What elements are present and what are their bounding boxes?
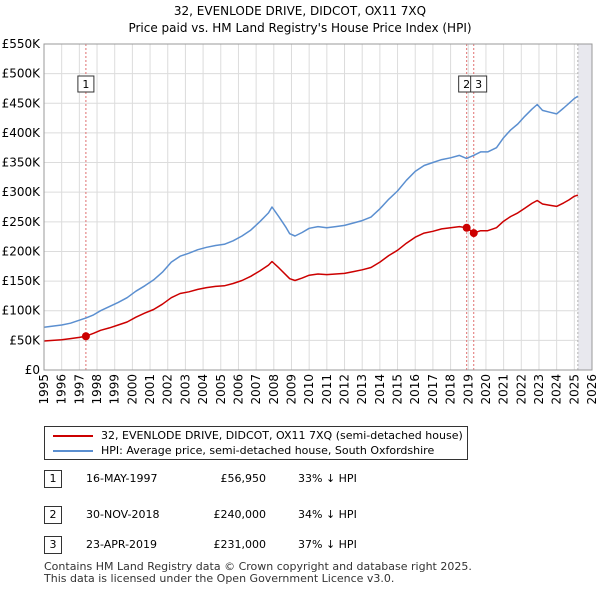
x-tick-label: 2009 (284, 374, 298, 405)
hpi-series-line (43, 95, 579, 329)
sale-price: £240,000 (213, 508, 267, 521)
sale-annotation-box (77, 75, 95, 93)
y-tick-label: £150K (2, 274, 42, 288)
x-tick-label: 2007 (249, 374, 263, 405)
sale-price: £56,950 (220, 472, 267, 485)
y-tick-label: £450K (2, 96, 42, 110)
sale-annotation-box (470, 75, 488, 93)
footer-line-2: This data is licensed under the Open Gov… (44, 572, 395, 585)
x-tick-label: 2017 (426, 374, 440, 405)
x-tick-label: 1998 (90, 374, 104, 405)
x-tick-label: 1997 (72, 374, 86, 405)
x-tick-label: 1996 (55, 374, 69, 405)
plot-frame (43, 43, 593, 371)
x-tick-label: 2024 (550, 374, 564, 405)
sale-hpi-diff: 33% ↓ HPI (298, 472, 357, 485)
title-line-2: Price paid vs. HM Land Registry's House … (128, 21, 472, 35)
sale-date: 30-NOV-2018 (86, 508, 160, 521)
x-tick-label: 2014 (373, 374, 387, 405)
footer-line-1: Contains HM Land Registry data © Crown c… (44, 560, 472, 573)
x-tick-label: 2019 (461, 374, 475, 405)
x-tick-label: 2008 (267, 374, 281, 405)
sale-number: 3 (44, 536, 62, 554)
x-tick-label: 2013 (355, 374, 369, 405)
sale-point (462, 223, 471, 232)
y-tick-label: £200K (2, 244, 42, 258)
x-tick-label: 2001 (143, 374, 157, 405)
grid-layer (43, 43, 593, 371)
x-tick-label: 2023 (532, 374, 546, 405)
sale-date: 23-APR-2019 (86, 538, 158, 551)
sale-number: 2 (44, 506, 62, 524)
future-shading (577, 44, 592, 370)
y-tick-label: £550K (2, 37, 42, 51)
sale-point (469, 229, 478, 238)
x-tick-label: 2015 (391, 374, 405, 405)
x-tick-label: 2012 (338, 374, 352, 405)
x-tick-label: 2003 (178, 374, 192, 405)
x-tick-label: 2005 (214, 374, 228, 405)
x-tick-label: 1999 (108, 374, 122, 405)
sale-date: 16-MAY-1997 (86, 472, 158, 485)
x-tick-label: 2021 (497, 374, 511, 405)
sale-hpi-diff: 37% ↓ HPI (298, 538, 357, 551)
legend-label-hpi: HPI: Average price, semi-detached house,… (101, 444, 435, 457)
chart-title: 32, EVENLODE DRIVE, DIDCOT, OX11 7XQ Pri… (0, 3, 600, 37)
footer-notice: Contains HM Land Registry data © Crown c… (44, 561, 472, 585)
sale-annotation-label: 3 (475, 78, 482, 91)
x-tick-label: 2002 (161, 374, 175, 405)
sale-annotation-label: 1 (82, 78, 89, 91)
legend-label-property: 32, EVENLODE DRIVE, DIDCOT, OX11 7XQ (se… (101, 429, 463, 442)
series-layer (43, 95, 579, 342)
sale-row: 3 23-APR-2019 £231,000 37% ↓ HPI (0, 536, 600, 554)
y-tick-label: £350K (2, 156, 42, 170)
x-tick-label: 2020 (479, 374, 493, 405)
sale-row: 2 30-NOV-2018 £240,000 34% ↓ HPI (0, 506, 600, 524)
x-tick-label: 2022 (514, 374, 528, 405)
x-tick-label: 2010 (302, 374, 316, 405)
x-tick-label: 2004 (196, 374, 210, 405)
sale-annotation-label: 2 (463, 78, 470, 91)
y-tick-label: £300K (2, 185, 42, 199)
y-tick-label: £500K (2, 67, 42, 81)
x-tick-label: 1995 (37, 374, 51, 405)
title-line-1: 32, EVENLODE DRIVE, DIDCOT, OX11 7XQ (173, 4, 427, 18)
legend-swatch-hpi (53, 450, 93, 452)
chart-legend: 32, EVENLODE DRIVE, DIDCOT, OX11 7XQ (se… (44, 426, 468, 460)
x-tick-label: 2016 (408, 374, 422, 405)
sale-point (81, 332, 90, 341)
legend-swatch-property (53, 435, 93, 437)
x-tick-label: 2026 (585, 374, 599, 405)
y-tick-label: £100K (2, 304, 42, 318)
sale-price: £231,000 (213, 538, 267, 551)
legend-item-hpi: HPI: Average price, semi-detached house,… (53, 444, 434, 458)
sale-points (81, 223, 478, 341)
y-tick-label: £400K (2, 126, 42, 140)
x-tick-label: 2006 (231, 374, 245, 405)
y-tick-label: £250K (2, 215, 42, 229)
y-tick-label: £50K (9, 333, 41, 347)
x-tick-label: 2011 (320, 374, 334, 405)
sale-hpi-diff: 34% ↓ HPI (298, 508, 357, 521)
x-tick-label: 2025 (567, 374, 581, 405)
x-tick-label: 2000 (125, 374, 139, 405)
property-series-line (43, 194, 579, 342)
sale-number: 1 (44, 470, 62, 488)
y-tick-label: £0 (25, 363, 40, 377)
axis-labels: £0 £50K £100K £150K £200K £250K £300K £350K £400… (2, 37, 599, 405)
x-tick-label: 2018 (444, 374, 458, 405)
sale-row: 1 16-MAY-1997 £56,950 33% ↓ HPI (0, 470, 600, 488)
legend-item-property: 32, EVENLODE DRIVE, DIDCOT, OX11 7XQ (se… (53, 429, 463, 443)
